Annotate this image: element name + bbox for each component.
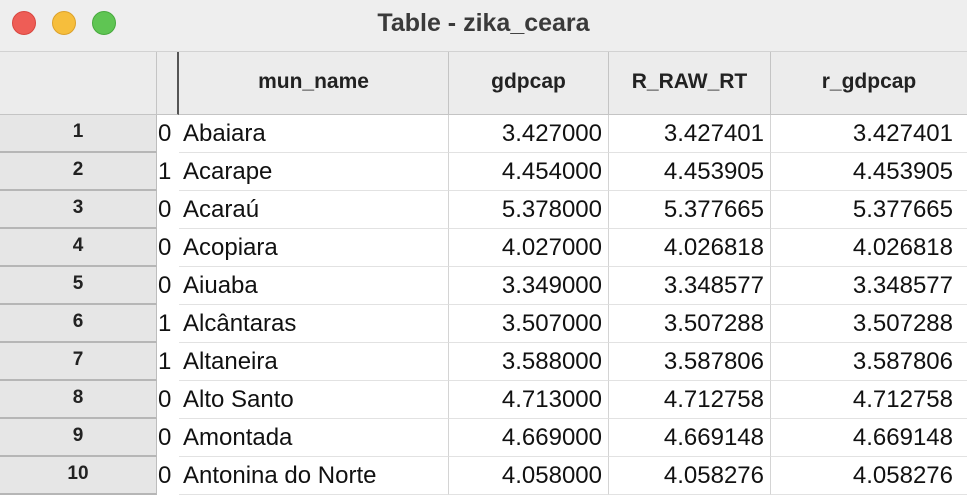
row-flag[interactable]: 0 — [158, 386, 172, 413]
row-flag[interactable]: 1 — [158, 348, 172, 375]
cell-mun-name[interactable]: Amontada — [179, 419, 449, 457]
data-table: mun_name gdpcap R_RAW_RT r_gdpcap 1 0 Abai… — [0, 52, 967, 495]
table-row[interactable]: 6 1 Alcântaras 3.507000 3.507288 3.507288 — [0, 305, 967, 343]
column-header-gdpcap[interactable]: gdpcap — [449, 52, 609, 115]
title-bar: Table - zika_ceara — [0, 0, 967, 52]
cell-gdpcap[interactable]: 4.454000 — [449, 153, 609, 191]
cell-r-gdpcap[interactable]: 3.427401 — [771, 115, 967, 153]
row-number[interactable]: 7 — [0, 343, 157, 381]
cell-r-raw-rt[interactable]: 4.669148 — [609, 419, 771, 457]
cell-r-raw-rt[interactable]: 4.712758 — [609, 381, 771, 419]
cell-r-gdpcap[interactable]: 3.587806 — [771, 343, 967, 381]
cell-mun-name[interactable]: Acopiara — [179, 229, 449, 267]
cell-mun-name[interactable]: Abaiara — [179, 115, 449, 153]
row-flag[interactable]: 0 — [158, 462, 172, 489]
cell-r-gdpcap[interactable]: 3.348577 — [771, 267, 967, 305]
table-header-row: mun_name gdpcap R_RAW_RT r_gdpcap — [0, 52, 967, 115]
row-number[interactable]: 8 — [0, 381, 157, 419]
row-number[interactable]: 5 — [0, 267, 157, 305]
cell-r-gdpcap[interactable]: 4.669148 — [771, 419, 967, 457]
cell-r-gdpcap[interactable]: 4.026818 — [771, 229, 967, 267]
cell-mun-name[interactable]: Antonina do Norte — [179, 457, 449, 495]
row-number[interactable]: 6 — [0, 305, 157, 343]
cell-r-raw-rt[interactable]: 4.026818 — [609, 229, 771, 267]
row-flag[interactable]: 0 — [158, 120, 172, 147]
cell-mun-name[interactable]: Acaraú — [179, 191, 449, 229]
cell-r-raw-rt[interactable]: 3.507288 — [609, 305, 771, 343]
window-title: Table - zika_ceara — [377, 9, 590, 37]
cell-r-gdpcap[interactable]: 5.377665 — [771, 191, 967, 229]
row-number[interactable]: 4 — [0, 229, 157, 267]
row-flag[interactable]: 0 — [158, 424, 172, 451]
table-row[interactable]: 7 1 Altaneira 3.588000 3.587806 3.587806 — [0, 343, 967, 381]
cell-gdpcap[interactable]: 5.378000 — [449, 191, 609, 229]
row-flag[interactable]: 0 — [158, 272, 172, 299]
cell-mun-name[interactable]: Alto Santo — [179, 381, 449, 419]
row-flag[interactable]: 1 — [158, 158, 172, 185]
maximize-window-button[interactable] — [92, 11, 116, 35]
cell-gdpcap[interactable]: 3.507000 — [449, 305, 609, 343]
cell-r-raw-rt[interactable]: 3.427401 — [609, 115, 771, 153]
row-flag[interactable]: 1 — [158, 310, 172, 337]
table-row[interactable]: 1 0 Abaiara 3.427000 3.427401 3.427401 — [0, 115, 967, 153]
cell-gdpcap[interactable]: 3.427000 — [449, 115, 609, 153]
table-corner[interactable] — [0, 52, 157, 115]
cell-r-gdpcap[interactable]: 3.507288 — [771, 305, 967, 343]
row-number[interactable]: 10 — [0, 457, 157, 495]
cell-r-raw-rt[interactable]: 3.348577 — [609, 267, 771, 305]
row-number[interactable]: 3 — [0, 191, 157, 229]
cell-r-raw-rt[interactable]: 4.453905 — [609, 153, 771, 191]
close-window-button[interactable] — [12, 11, 36, 35]
table-row[interactable]: 8 0 Alto Santo 4.713000 4.712758 4.712758 — [0, 381, 967, 419]
row-number[interactable]: 2 — [0, 153, 157, 191]
cell-r-gdpcap[interactable]: 4.453905 — [771, 153, 967, 191]
cell-gdpcap[interactable]: 4.027000 — [449, 229, 609, 267]
cell-gdpcap[interactable]: 4.058000 — [449, 457, 609, 495]
table-row[interactable]: 5 0 Aiuaba 3.349000 3.348577 3.348577 — [0, 267, 967, 305]
cell-mun-name[interactable]: Aiuaba — [179, 267, 449, 305]
table-row[interactable]: 2 1 Acarape 4.454000 4.453905 4.453905 — [0, 153, 967, 191]
selection-column-header[interactable] — [157, 52, 179, 115]
cell-mun-name[interactable]: Altaneira — [179, 343, 449, 381]
row-number[interactable]: 1 — [0, 115, 157, 153]
row-flag[interactable]: 0 — [158, 196, 172, 223]
cell-mun-name[interactable]: Alcântaras — [179, 305, 449, 343]
table-row[interactable]: 4 0 Acopiara 4.027000 4.026818 4.026818 — [0, 229, 967, 267]
column-header-r-raw-rt[interactable]: R_RAW_RT — [609, 52, 771, 115]
cell-gdpcap[interactable]: 4.713000 — [449, 381, 609, 419]
table-body: 1 0 Abaiara 3.427000 3.427401 3.427401 2 1 Acara… — [0, 115, 967, 495]
column-header-r-gdpcap[interactable]: r_gdpcap — [771, 52, 967, 115]
column-header-mun-name[interactable]: mun_name — [179, 52, 449, 115]
cell-mun-name[interactable]: Acarape — [179, 153, 449, 191]
cell-r-raw-rt[interactable]: 4.058276 — [609, 457, 771, 495]
cell-gdpcap[interactable]: 3.349000 — [449, 267, 609, 305]
cell-r-gdpcap[interactable]: 4.712758 — [771, 381, 967, 419]
minimize-window-button[interactable] — [52, 11, 76, 35]
cell-r-raw-rt[interactable]: 5.377665 — [609, 191, 771, 229]
table-row[interactable]: 9 0 Amontada 4.669000 4.669148 4.669148 — [0, 419, 967, 457]
cell-r-gdpcap[interactable]: 4.058276 — [771, 457, 967, 495]
row-flag[interactable]: 0 — [158, 234, 172, 261]
row-number[interactable]: 9 — [0, 419, 157, 457]
cell-r-raw-rt[interactable]: 3.587806 — [609, 343, 771, 381]
table-row[interactable]: 10 0 Antonina do Norte 4.058000 4.058276 4.05… — [0, 457, 967, 495]
table-row[interactable]: 3 0 Acaraú 5.378000 5.377665 5.377665 — [0, 191, 967, 229]
cell-gdpcap[interactable]: 3.588000 — [449, 343, 609, 381]
cell-gdpcap[interactable]: 4.669000 — [449, 419, 609, 457]
